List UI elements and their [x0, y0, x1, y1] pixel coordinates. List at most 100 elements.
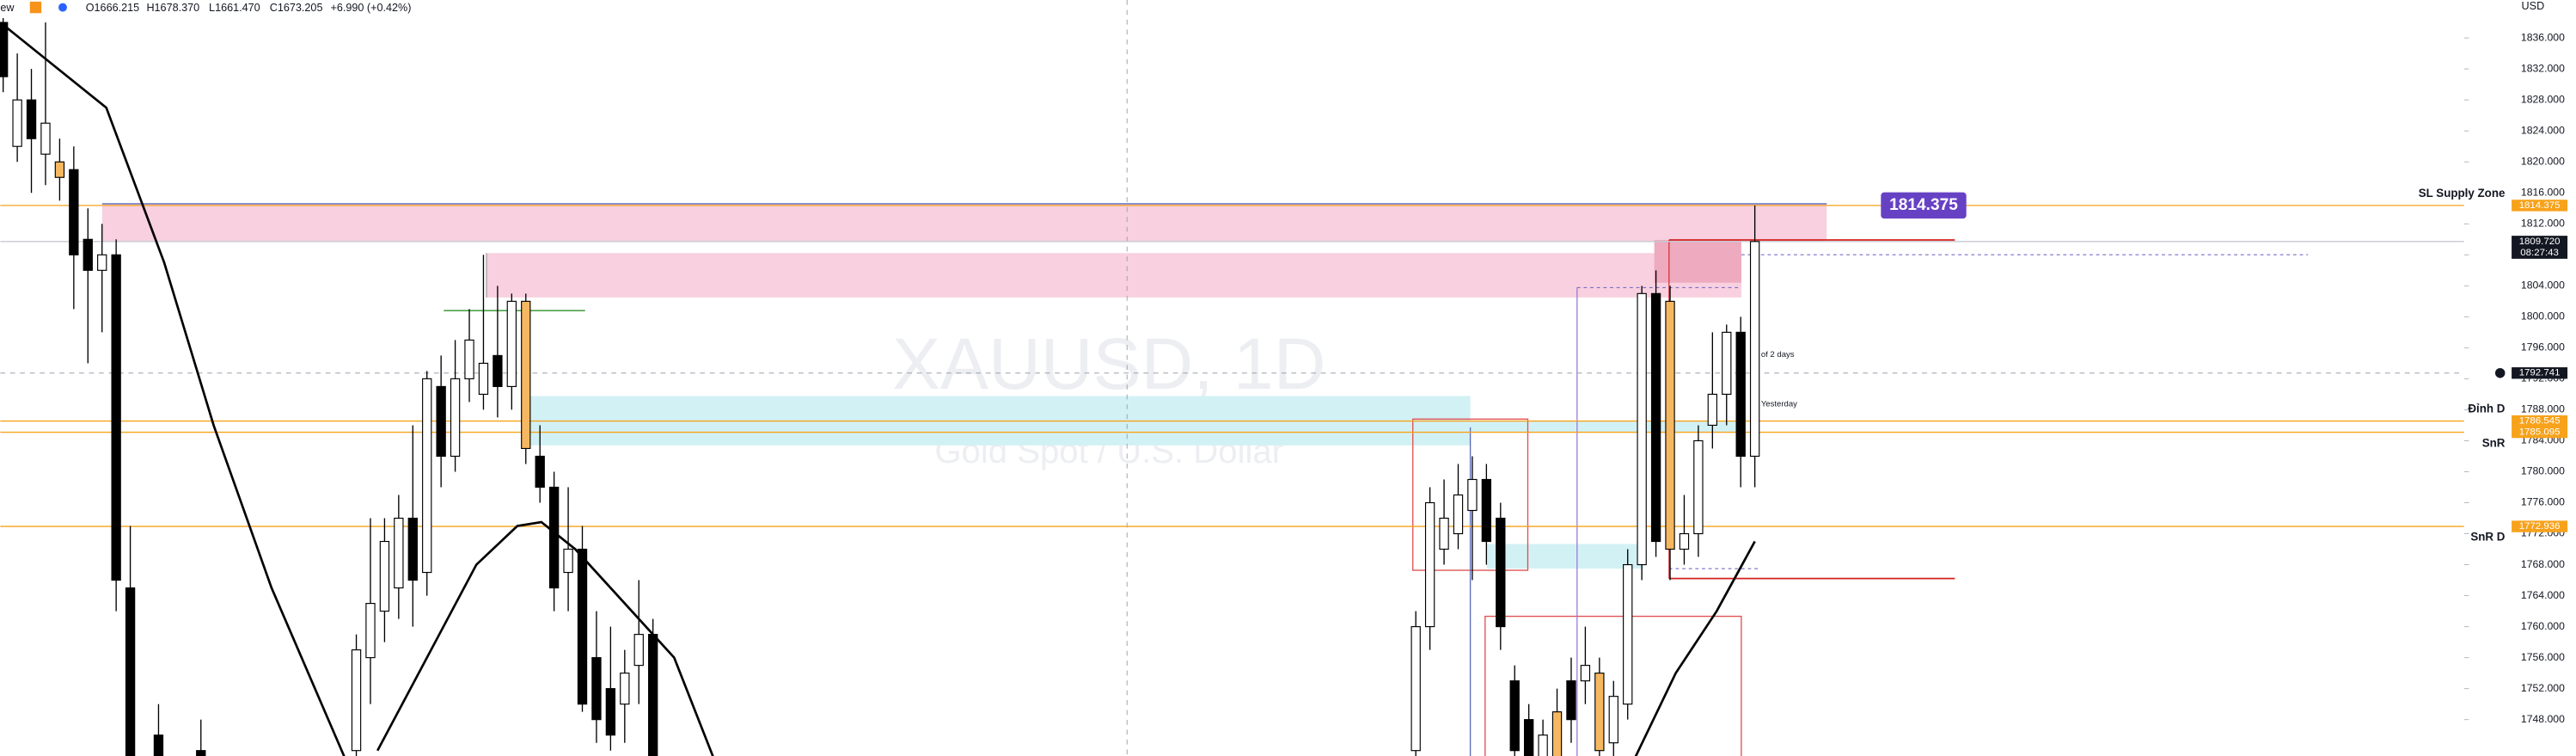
annotation: of 2 days — [1761, 350, 1795, 360]
low: L1661.470 — [209, 2, 260, 14]
candle-body — [111, 254, 121, 581]
moving-average — [1634, 540, 1756, 756]
candle-body — [577, 548, 588, 705]
price-tag — [2512, 426, 2568, 439]
countdown: 08:27:43 — [2520, 248, 2559, 258]
y-tick-label: 1820.000 — [2521, 155, 2565, 167]
y-tick-label: 1832.000 — [2521, 62, 2565, 74]
y-tick-label: 1800.000 — [2521, 310, 2565, 323]
y-tick-label: 1812.000 — [2521, 218, 2565, 230]
candle-body — [54, 161, 65, 178]
candle-body — [1538, 734, 1548, 756]
plot: 1814.375 — [0, 0, 2514, 756]
candle-body — [153, 734, 164, 756]
supply-zone — [486, 253, 1741, 298]
candle-body — [1650, 292, 1661, 543]
candle-body — [1580, 665, 1591, 682]
candle-body — [1637, 292, 1647, 566]
price-tag — [2512, 236, 2568, 259]
candle-body — [436, 385, 446, 458]
candle-body — [1467, 478, 1478, 512]
candle-body — [493, 354, 503, 387]
candle-body — [1735, 331, 1746, 458]
candle-body — [605, 688, 616, 736]
candle-body — [97, 254, 107, 271]
candle-body — [40, 122, 51, 155]
candle-body — [450, 378, 461, 458]
candle-body — [1509, 680, 1520, 752]
y-tick-label: 1752.000 — [2521, 682, 2565, 694]
annotation: SL Supply Zone — [2419, 187, 2506, 200]
annotation: Yesterday — [1761, 400, 1797, 409]
candle-body — [464, 339, 474, 379]
watermark-title: XAUUSD, 1D — [892, 323, 1325, 404]
candle-body — [1594, 673, 1605, 752]
price-tag-label: 1809.720 — [2519, 237, 2561, 247]
candle-body — [506, 300, 517, 387]
candle-body — [1410, 626, 1421, 752]
y-tick-label: 1764.000 — [2521, 589, 2565, 601]
candle-body — [535, 455, 545, 489]
candle-body — [521, 300, 531, 450]
status-dot — [58, 3, 67, 12]
candle-body — [379, 540, 390, 612]
callout-label: 1814.375 — [1889, 196, 1958, 214]
y-tick-label: 1824.000 — [2521, 124, 2565, 136]
flag-icon — [29, 1, 42, 14]
candle-body — [1496, 517, 1506, 628]
close: C1673.205 — [270, 2, 323, 14]
logo: ew — [0, 2, 15, 14]
crosshair-icon — [2494, 367, 2506, 378]
candle-body — [1749, 241, 1760, 458]
candle-body — [1439, 517, 1449, 550]
y-tick-label: 1796.000 — [2521, 341, 2565, 353]
candle-body — [351, 649, 362, 752]
y-tick-label: 1828.000 — [2521, 93, 2565, 105]
candle-body — [548, 486, 560, 589]
supply-zone — [101, 203, 1827, 242]
candle-body — [563, 548, 573, 574]
candle-body — [422, 378, 432, 574]
candle-body — [1524, 719, 1534, 756]
price-tag-label: 1792.741 — [2519, 368, 2561, 378]
candle-body — [1453, 494, 1464, 535]
price-tag — [2512, 367, 2568, 379]
candle-body — [620, 673, 630, 705]
supply-zone — [1654, 239, 1741, 283]
candle-body — [407, 517, 418, 581]
candle-body — [1679, 532, 1690, 550]
price-tag — [2512, 520, 2568, 532]
candle-body — [648, 634, 658, 756]
candle-body — [1665, 300, 1675, 550]
candle-body — [1608, 696, 1618, 744]
candle-body — [1481, 478, 1492, 543]
price-tag — [2512, 415, 2568, 427]
price-tag-label: 1786.545 — [2519, 416, 2561, 427]
callout — [1881, 192, 1967, 219]
candle-body — [83, 238, 93, 271]
high: H1678.370 — [146, 2, 199, 14]
y-tick-label: 1756.000 — [2521, 651, 2565, 663]
annotation: SnR D — [2470, 530, 2505, 543]
open: O1666.215 — [86, 2, 139, 14]
demand-zone — [1470, 421, 1741, 433]
annotation: Đỉnh D — [2468, 402, 2505, 415]
y-tick-label: 1780.000 — [2521, 465, 2565, 477]
annotation: SnR — [2482, 436, 2506, 449]
price-tag-label: 1814.375 — [2519, 200, 2561, 211]
y-tick-label: 1836.000 — [2521, 31, 2565, 43]
moving-average — [0, 22, 346, 756]
price-tag — [2512, 200, 2568, 212]
demand-zone — [1486, 544, 1643, 569]
change: +6.990 (+0.42%) — [330, 2, 411, 14]
currency[interactable]: USD — [2522, 0, 2545, 12]
candle-body — [365, 603, 376, 659]
legend-bg — [0, 0, 493, 19]
y-tick-label: 1804.000 — [2521, 280, 2565, 292]
candle-body — [1623, 563, 1633, 705]
y-tick-label: 1760.000 — [2521, 620, 2565, 632]
box — [1484, 615, 1742, 756]
